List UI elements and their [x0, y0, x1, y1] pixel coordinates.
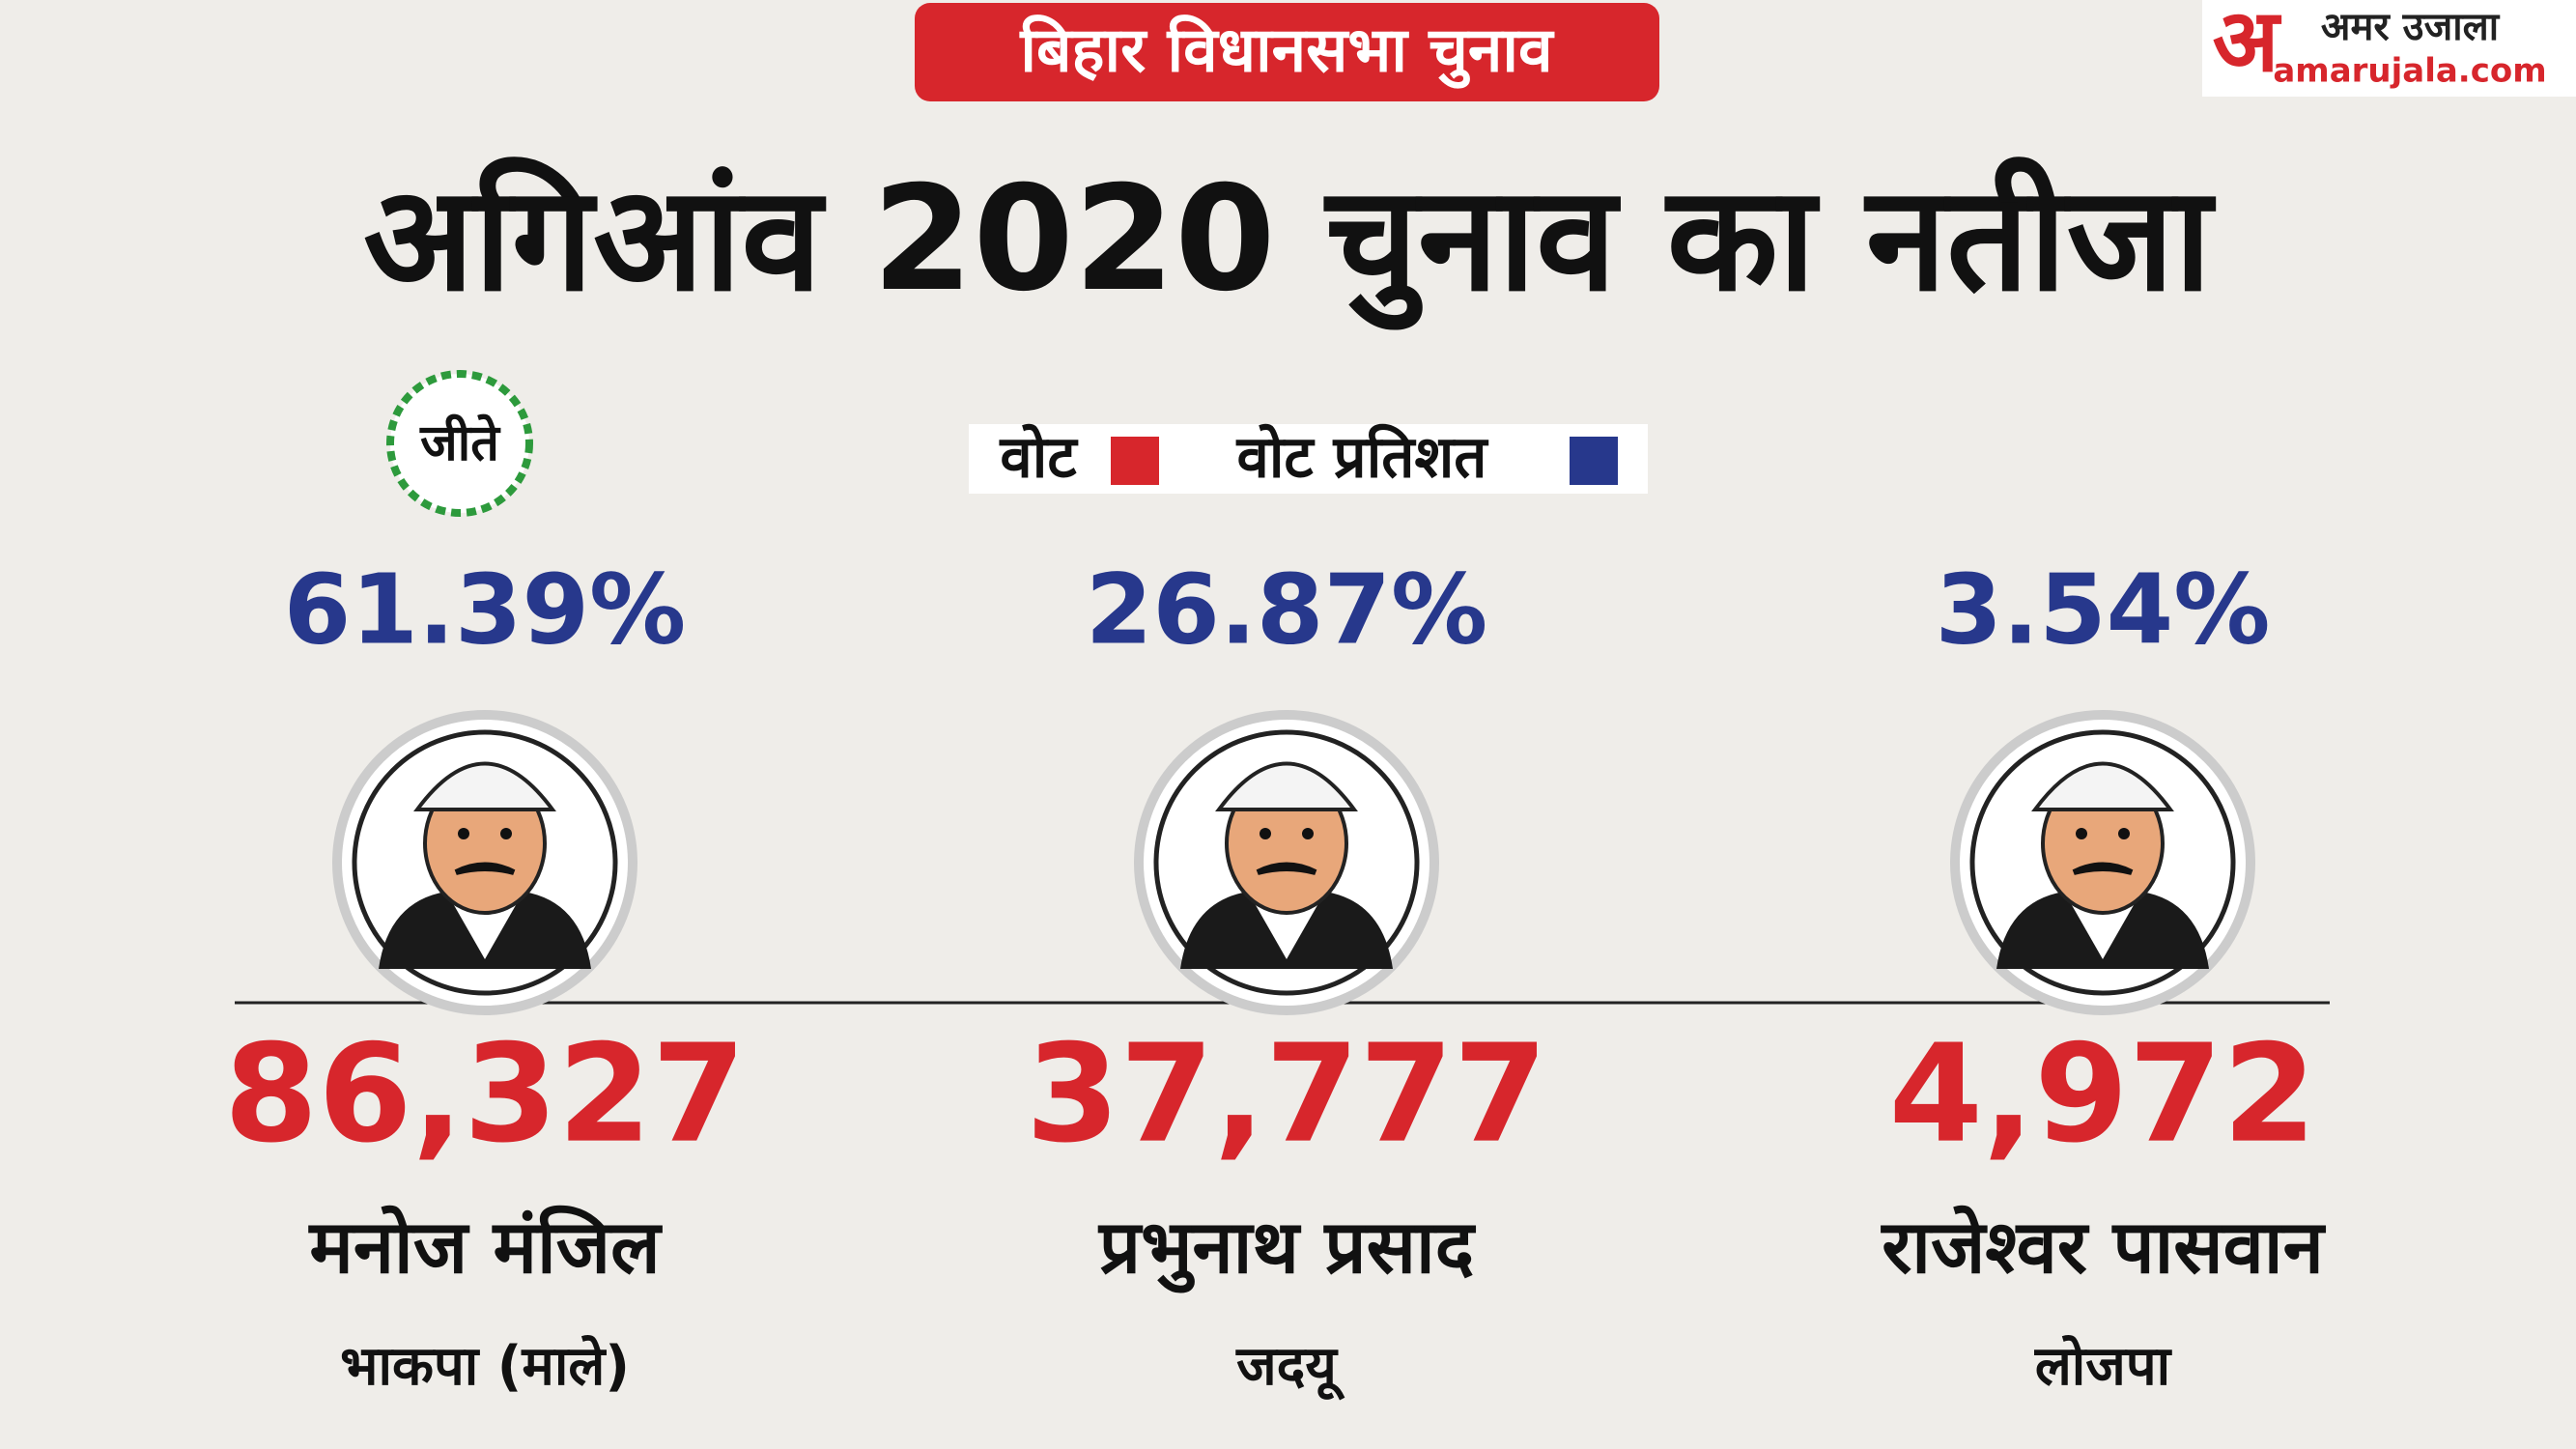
avatar-eye: [458, 828, 469, 839]
logo-site: amarujala.com: [2273, 52, 2546, 91]
winner-badge: जीते: [419, 413, 501, 472]
avatar-eye: [1260, 828, 1271, 839]
candidate-name: प्रभुनाथ प्रसाद: [1097, 1204, 1477, 1293]
legend-box: [969, 424, 1648, 494]
candidate-name: मनोज मंजिल: [307, 1204, 663, 1290]
party: जदयू: [1235, 1335, 1345, 1401]
vote-percent: 61.39%: [284, 553, 687, 666]
vote-percent: 26.87%: [1086, 553, 1488, 666]
votes: 37,777: [1026, 1016, 1547, 1174]
avatar-cap: [413, 761, 556, 811]
content: वोट वोट प्रतिशत 61.39% 86,327 मनोज मंजिल भाकप…: [224, 424, 2327, 1402]
logo-box: [2202, 0, 2576, 97]
avatar-eye: [500, 828, 512, 839]
candidate-name: राजेश्वर पासवान: [1880, 1204, 2326, 1290]
tag: बिहार विधानसभा चुनाव: [1019, 14, 1555, 90]
logo-name: अमर उजाला: [2321, 5, 2501, 49]
votes: 4,972: [1889, 1016, 2317, 1174]
avatar-eye: [2118, 828, 2130, 839]
avatar: [1134, 710, 1439, 1015]
avatar-cap: [2031, 761, 2174, 811]
avatar-moustache: [1256, 862, 1317, 875]
votes: 86,327: [224, 1016, 746, 1174]
legend-label: वोट प्रतिशत: [1236, 424, 1489, 492]
vote-percent: 3.54%: [1936, 553, 2271, 666]
tag-box: [915, 3, 1659, 101]
party: भाकपा (माले): [340, 1334, 630, 1398]
avatar-eye: [1302, 828, 1314, 839]
logo-mark: अ: [2213, 0, 2282, 92]
legend-label: वोट: [999, 424, 1079, 492]
avatar: [332, 710, 637, 1015]
party: लोजपा: [2034, 1334, 2173, 1398]
avatar-moustache: [454, 862, 516, 875]
legend-swatch: [1111, 437, 1159, 485]
avatar: [1950, 710, 2255, 1015]
avatar-moustache: [2072, 862, 2134, 875]
avatar-eye: [2076, 828, 2087, 839]
legend-swatch: [1570, 437, 1618, 485]
avatar-cap: [1215, 761, 1358, 811]
title: अगिआंव 2020 चुनाव का नतीजा: [363, 156, 2217, 330]
winner-badge-ring: [386, 370, 533, 517]
